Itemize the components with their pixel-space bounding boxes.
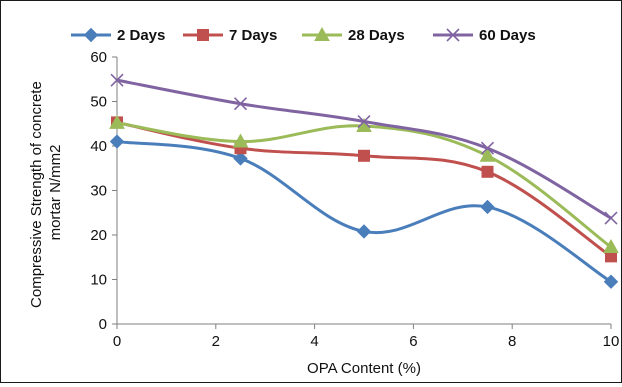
- y-axis-title-line-2: mortar N/mm2: [47, 145, 64, 241]
- legend-item: 28 Days: [302, 26, 405, 44]
- y-tick-label: 30: [90, 183, 107, 200]
- legend-marker: [197, 29, 209, 41]
- x-marker-stroke: [357, 114, 371, 129]
- data-point: [233, 97, 248, 111]
- data-point: [604, 211, 618, 225]
- legend-label: 28 Days: [348, 27, 405, 44]
- series-line: [116, 140, 612, 284]
- y-axis-title-line-1: Compressive Strength of concrete: [28, 81, 45, 308]
- y-tick-label: 40: [90, 138, 107, 155]
- y-tick-label: 0: [99, 316, 107, 333]
- x-tick-label: 10: [603, 333, 620, 350]
- series-line: [116, 78, 612, 220]
- x-marker-stroke: [446, 28, 460, 42]
- data-point: [357, 114, 371, 129]
- x-marker-stroke: [110, 73, 124, 87]
- y-tick-label: 60: [90, 49, 107, 66]
- data-point: [481, 165, 494, 178]
- data-point: [479, 147, 496, 162]
- legend-label: 60 Days: [479, 27, 536, 44]
- data-point: [109, 114, 125, 129]
- legend: 2 Days 7 Days 28 Days 60 Days: [71, 26, 536, 44]
- x-tick-label: 4: [310, 333, 318, 350]
- data-point: [109, 134, 125, 149]
- legend-item: 2 Days: [71, 27, 165, 44]
- x-tick-label: 0: [113, 333, 121, 350]
- series-60-days: [110, 73, 618, 225]
- data-point: [233, 151, 248, 166]
- series-2-days: [109, 134, 619, 289]
- axes: [116, 57, 611, 325]
- series-28-days: [109, 114, 619, 254]
- ticks: 0 10 20 30 40 50 60 0 2 4 6 8 10: [90, 49, 619, 350]
- series-layer: [109, 73, 619, 289]
- x-tick-label: 8: [508, 333, 516, 350]
- legend-item: 60 Days: [433, 27, 536, 44]
- legend-marker: [446, 28, 460, 42]
- x-tick-label: 2: [212, 333, 220, 350]
- x-marker-stroke: [480, 141, 495, 155]
- data-point: [110, 73, 124, 87]
- data-point: [356, 224, 372, 239]
- legend-item: 7 Days: [183, 27, 277, 44]
- x-marker-stroke: [604, 211, 618, 225]
- legend-marker: [83, 27, 99, 43]
- legend-marker: [314, 26, 330, 41]
- y-tick-label: 10: [90, 272, 107, 289]
- y-tick-label: 50: [90, 94, 107, 111]
- x-tick-label: 6: [409, 333, 417, 350]
- legend-label: 7 Days: [229, 27, 277, 44]
- data-point: [358, 149, 370, 162]
- legend-label: 2 Days: [117, 27, 165, 44]
- data-point: [603, 238, 619, 254]
- data-point: [603, 274, 619, 289]
- data-point: [480, 199, 495, 215]
- data-point: [480, 141, 495, 155]
- y-tick-label: 20: [90, 227, 107, 244]
- x-axis-title: OPA Content (%): [307, 360, 421, 377]
- y-axis-title: Compressive Strength of concrete mortar …: [28, 77, 64, 308]
- data-point: [232, 133, 249, 148]
- x-marker-stroke: [233, 97, 248, 111]
